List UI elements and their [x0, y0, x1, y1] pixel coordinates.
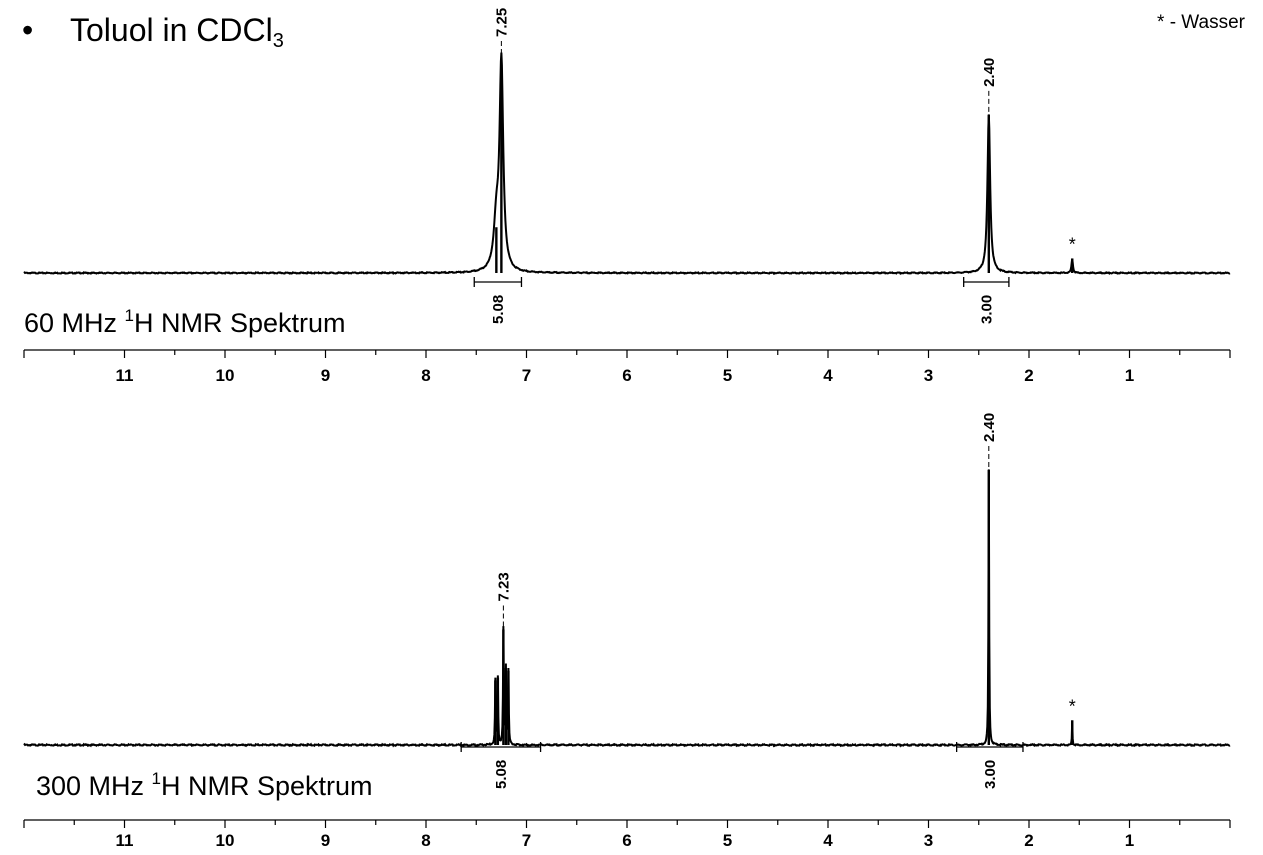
peak-label: 2.40: [981, 413, 998, 442]
x-tick-label: 11: [116, 831, 134, 850]
spectrum-title-60mhz: 60 MHz 1H NMR Spektrum: [24, 306, 346, 339]
x-tick-label: 2: [1024, 831, 1033, 850]
spectrum-trace: [23, 52, 1231, 276]
x-tick-label: 6: [622, 831, 631, 850]
x-tick-label: 3: [924, 366, 933, 385]
x-tick-label: 7: [522, 831, 531, 850]
heading-text: Toluol in CDCl: [70, 12, 273, 48]
integral-value: 3.00: [982, 760, 999, 789]
x-tick-label: 3: [924, 831, 933, 850]
water-marker: *: [1069, 696, 1076, 716]
heading-subscript: 3: [272, 30, 284, 52]
x-tick-label: 5: [723, 831, 732, 850]
spectrum-title-rest: H NMR Spektrum: [134, 308, 346, 338]
x-tick-label: 6: [622, 366, 631, 385]
x-tick-label: 8: [421, 831, 430, 850]
x-tick-label: 9: [321, 366, 330, 385]
spectrum-title-sup: 1: [151, 769, 162, 788]
marker-legend: * - Wasser: [1157, 12, 1245, 33]
x-tick-label: 1: [1125, 366, 1134, 385]
x-tick-label: 8: [421, 366, 430, 385]
spectrum-title-300mhz: 300 MHz 1H NMR Spektrum: [36, 769, 373, 802]
peak-label: 7.25: [493, 8, 510, 37]
x-tick-label: 10: [216, 366, 235, 385]
spectrum-title-prefix: 300 MHz: [36, 771, 152, 801]
x-tick-label: 9: [321, 831, 330, 850]
x-tick-label: 4: [823, 831, 833, 850]
integral-value: 5.08: [490, 295, 507, 324]
spectrum-title-rest: H NMR Spektrum: [161, 771, 373, 801]
integral-value: 5.08: [493, 760, 510, 789]
x-tick-label: 2: [1024, 366, 1033, 385]
x-tick-label: 10: [216, 831, 235, 850]
peak-label: 2.40: [981, 58, 998, 87]
integral-value: 3.00: [978, 295, 995, 324]
x-tick-label: 5: [723, 366, 732, 385]
x-tick-label: 7: [522, 366, 531, 385]
figure-heading: • Toluol in CDCl3: [22, 12, 284, 53]
spectrum-trace: [23, 469, 1231, 748]
x-tick-label: 4: [823, 366, 833, 385]
x-tick-label: 1: [1125, 831, 1134, 850]
peak-label: 7.23: [495, 572, 512, 601]
x-tick-label: 11: [116, 366, 134, 385]
spectrum-title-prefix: 60 MHz: [24, 308, 125, 338]
water-marker: *: [1069, 234, 1076, 254]
spectrum-title-sup: 1: [124, 306, 134, 325]
bullet-glyph: •: [22, 12, 34, 48]
